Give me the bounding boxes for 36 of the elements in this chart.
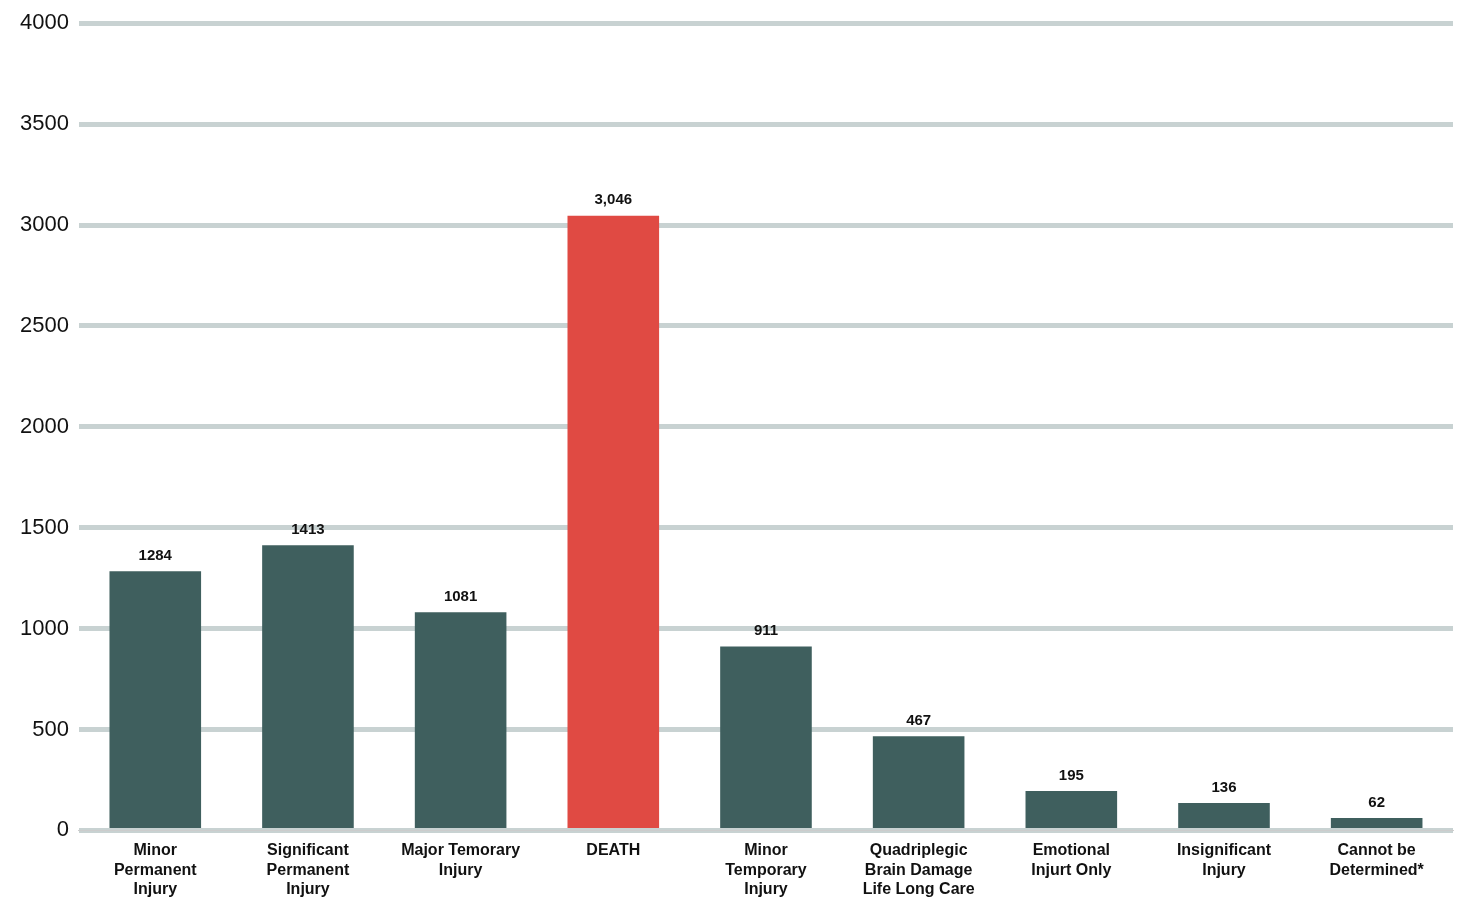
data-label: 467: [906, 710, 932, 728]
y-tick-label: 0: [56, 816, 69, 842]
x-tick-label: DEATH: [586, 841, 641, 859]
bar: [872, 736, 965, 828]
y-tick-label: 1000: [19, 614, 69, 640]
x-tick-label: Major Temorary Injury: [401, 841, 521, 878]
bar: [414, 612, 507, 828]
data-label: 1081: [443, 586, 478, 604]
y-tick-label: 2000: [19, 412, 69, 438]
y-tick-label: 1500: [19, 513, 69, 539]
x-tick-label: Cannot be Determined*: [1329, 841, 1425, 878]
bar: [1025, 791, 1118, 828]
bar: [262, 545, 354, 828]
y-tick-label: 2500: [19, 311, 69, 337]
bar: [109, 571, 202, 828]
x-tick-label: Minor Temporary Injury: [725, 841, 807, 897]
x-tick-label: Quadriplegic Brain Damage Life Long Care: [862, 841, 975, 897]
data-label: 911: [753, 621, 779, 639]
bar: [567, 215, 660, 828]
x-tick-label: Insignificant Injury: [1176, 841, 1272, 878]
data-label: 195: [1058, 765, 1084, 783]
data-label: 1413: [291, 519, 325, 537]
y-tick-label: 500: [32, 715, 69, 741]
data-label: 3,046: [594, 190, 633, 208]
bar: [720, 646, 812, 828]
y-tick-label: 3000: [19, 211, 69, 237]
x-tick-label: Emotional Injurt Only: [1031, 841, 1112, 878]
bar: [1178, 802, 1270, 828]
data-label: 62: [1368, 792, 1386, 810]
data-label: 1284: [138, 545, 173, 563]
y-tick-label: 4000: [19, 9, 69, 35]
bar: [1330, 817, 1423, 828]
x-tick-label: Significant Permanent Injury: [266, 841, 350, 897]
y-tick-label: 3500: [19, 110, 69, 136]
x-tick-label: Minor Permanent Injury: [113, 841, 198, 897]
data-label: 136: [1211, 777, 1237, 795]
